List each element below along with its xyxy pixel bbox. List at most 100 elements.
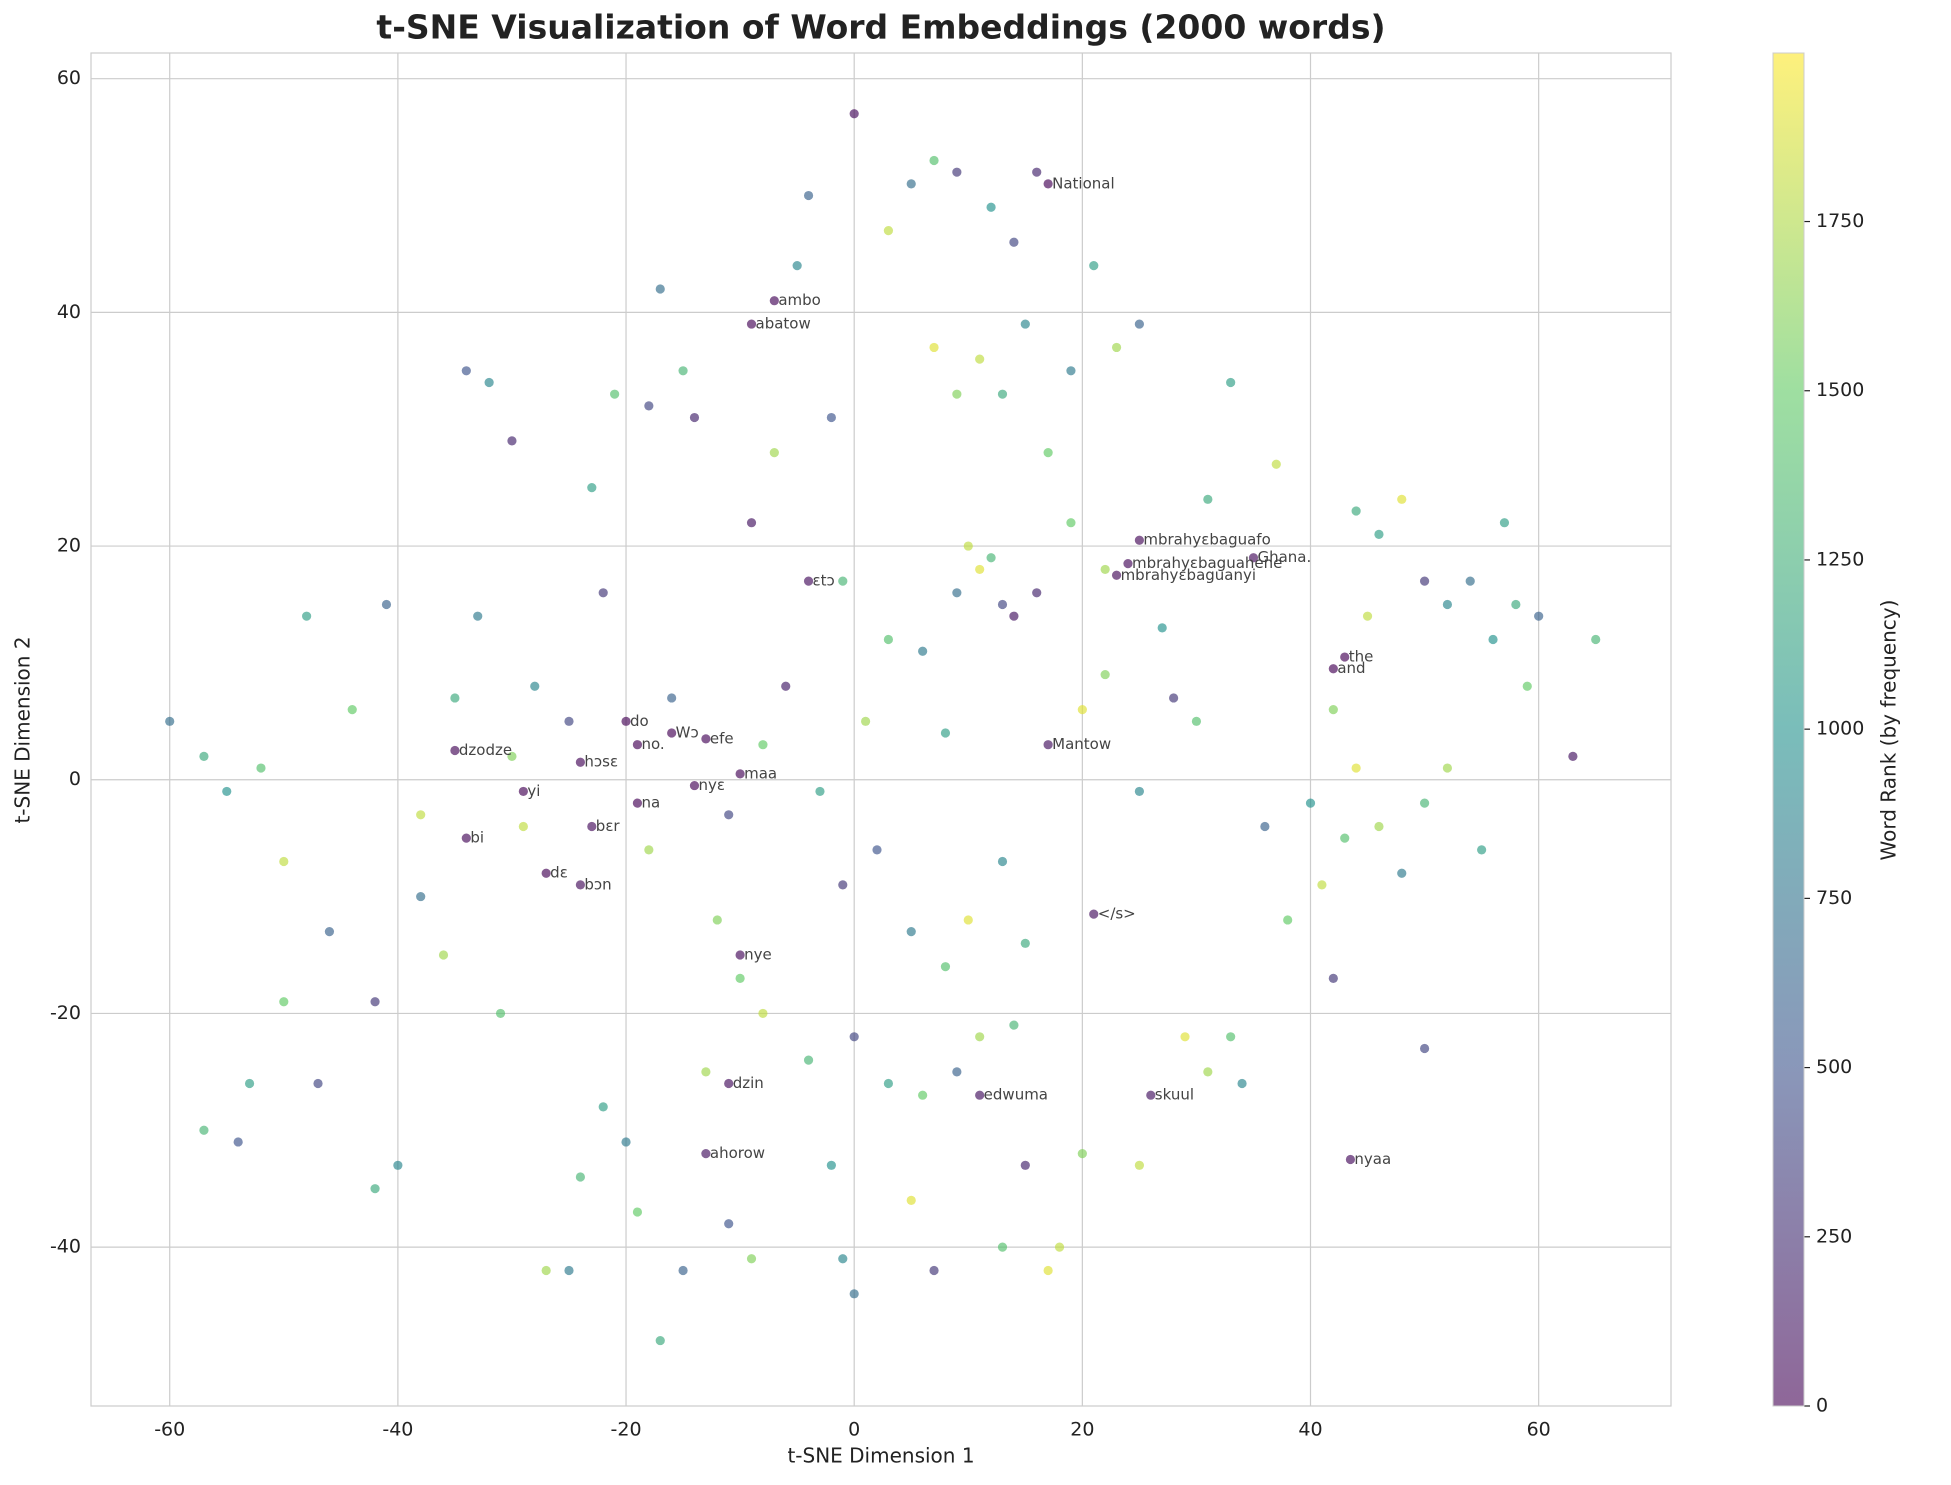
point [1340,833,1350,843]
point [1477,845,1487,855]
point [1043,740,1053,750]
point [199,751,209,761]
point [872,845,882,855]
point [1374,821,1384,832]
point [1328,705,1338,715]
point [438,950,449,960]
point [952,167,962,177]
point [701,734,711,744]
point [1123,558,1133,569]
point [1134,535,1144,545]
x-tick-label: -20 [611,1419,642,1441]
annotation: nye [744,946,772,964]
y-tick-label: -20 [50,1002,81,1024]
point [769,296,779,306]
point [621,1137,631,1147]
point [1089,909,1099,919]
point [541,868,551,878]
point [1351,763,1361,773]
point [1032,588,1042,598]
point [1066,518,1076,528]
annotation: edwuma [984,1086,1048,1104]
point [610,389,620,399]
point [1345,1154,1356,1165]
point [792,261,802,271]
x-tick-label: 20 [1070,1419,1094,1441]
point [598,588,608,598]
point [701,1149,711,1159]
point [598,1102,608,1112]
point [838,1254,848,1264]
point [1488,634,1498,645]
point [518,821,528,832]
point [940,962,951,972]
point [222,786,232,797]
x-tick-label: 40 [1298,1419,1322,1441]
point [1226,1032,1236,1042]
colorbar [1773,53,1804,1406]
point [1020,1160,1030,1170]
point [575,880,586,890]
point [416,891,426,902]
point [302,611,312,621]
point [393,1160,403,1170]
point [975,1090,985,1100]
colorbar-tick-label: 1500 [1816,379,1864,401]
point [1248,553,1259,563]
point [1191,716,1202,726]
point [667,728,677,738]
point [1283,915,1293,925]
annotation: nyaa [1354,1150,1391,1168]
point [997,1242,1008,1252]
point [1111,342,1122,353]
point [1077,705,1087,715]
annotation: hɔsɛ [584,753,618,771]
point [803,576,814,586]
point [1203,1067,1213,1077]
point [655,284,665,294]
point [929,1265,939,1276]
colorbar-tick-label: 750 [1816,887,1852,909]
point [689,780,700,791]
point [963,541,973,551]
y-tick-label: -40 [50,1236,81,1258]
point [1066,366,1076,376]
point [1465,576,1475,586]
point [712,915,722,925]
point [621,716,631,726]
point [952,389,962,399]
plot-frame [90,52,1672,1407]
point [746,1254,757,1264]
x-tick-label: 60 [1527,1419,1551,1441]
annotation: mbrahyɛbaguanyi [1121,566,1256,584]
point [1591,634,1601,645]
x-tick-label: 0 [848,1419,860,1441]
point [826,1160,836,1170]
annotation: skuul [1155,1086,1194,1104]
point [746,518,757,528]
point [1419,1043,1430,1054]
point [975,1032,985,1042]
point [370,1184,380,1194]
annotation: efe [710,729,734,747]
point [495,1008,506,1019]
colorbar-tick-label: 0 [1816,1395,1828,1417]
point [929,155,939,166]
annotation: maa [744,764,777,782]
point [1157,623,1167,633]
point [450,745,460,756]
point [1009,611,1019,621]
point [1328,973,1338,983]
point [1226,377,1236,388]
point [1043,447,1053,458]
point [233,1137,243,1147]
point [883,1078,894,1089]
point [199,1125,209,1135]
colorbar-label: Word Rank (by frequency) [1877,600,1901,861]
y-axis-label: t-SNE Dimension 2 [11,636,35,823]
point [1032,167,1042,177]
colorbar-tick-label: 1250 [1816,548,1864,570]
annotation: no. [641,735,664,753]
point [575,757,586,767]
